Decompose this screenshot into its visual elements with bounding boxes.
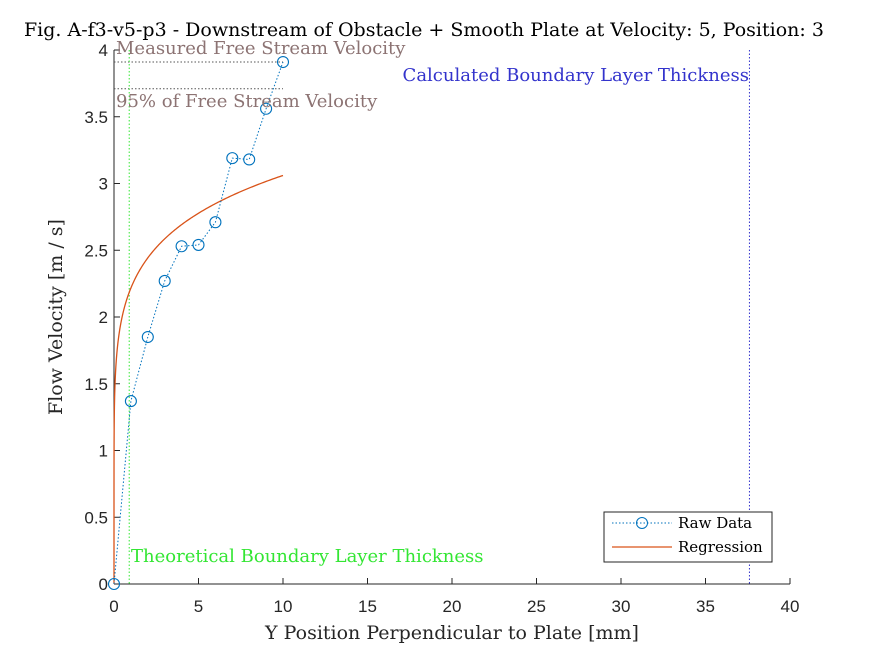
x-tick-label: 0	[109, 597, 118, 616]
x-tick-label: 40	[781, 597, 800, 616]
x-tick-label: 5	[194, 597, 203, 616]
raw-data-point	[107, 577, 121, 591]
regression-line	[113, 174, 284, 584]
legend-raw-marker	[636, 517, 648, 529]
calculated-thickness-label: Calculated Boundary Layer Thickness	[403, 65, 749, 86]
legend: Raw Data Regression	[603, 511, 773, 563]
x-tick-label: 10	[274, 597, 293, 616]
y-tick-label: 1	[99, 442, 108, 461]
raw-data-point	[276, 55, 290, 69]
y-tick-label: 2	[99, 308, 108, 327]
raw-data-point	[243, 153, 256, 166]
y-ticks: 0 0.5 1 1.5 2 2.5 3 3.5 4	[84, 41, 120, 594]
theoretical-thickness-label: Theoretical Boundary Layer Thickness	[131, 546, 484, 567]
raw-data-point	[124, 395, 137, 408]
legend-regression-label: Regression	[678, 538, 763, 556]
x-tick-label: 15	[358, 597, 377, 616]
series-layer	[107, 55, 290, 591]
raw-data-point	[209, 216, 222, 229]
x-ticks: 0 5 10 15 20 25 30 35 40	[109, 578, 799, 616]
y-tick-label: 0.5	[84, 508, 108, 527]
y-tick-label: 3.5	[84, 108, 108, 127]
legend-raw-label: Raw Data	[678, 514, 752, 532]
raw-data-point	[260, 102, 273, 115]
raw-data-point	[192, 238, 205, 251]
y-tick-label: 3	[99, 175, 108, 194]
plot-area: 0 5 10 15 20 25 30 35 40 0 0.5 1 1.5 2 2.5 3 3.5 4 Measu…	[84, 38, 799, 616]
raw-data-point	[158, 274, 171, 288]
raw-data-point	[175, 240, 188, 253]
reference-lines	[114, 50, 750, 584]
raw-data-point	[141, 330, 154, 344]
x-tick-label: 35	[696, 597, 715, 616]
y-tick-label: 1.5	[84, 375, 108, 394]
chart-title: Fig. A-f3-v5-p3 - Downstream of Obstacle…	[24, 19, 824, 41]
raw-data-line	[113, 61, 284, 585]
measured-free-stream-label: Measured Free Stream Velocity	[116, 38, 406, 59]
ninety-five-percent-label: 95% of Free Stream Velocity	[116, 91, 378, 112]
legend-box	[603, 511, 773, 563]
x-tick-label: 30	[612, 597, 631, 616]
y-tick-label: 0	[99, 575, 108, 594]
y-axis-label: Flow Velocity [m / s]	[45, 219, 67, 415]
y-tick-label: 2.5	[84, 241, 108, 260]
annotation-layer: Measured Free Stream Velocity 95% of Free…	[116, 38, 749, 567]
y-tick-label: 4	[99, 41, 108, 60]
x-tick-label: 20	[443, 597, 462, 616]
raw-data-point	[226, 152, 239, 165]
x-tick-label: 25	[527, 597, 546, 616]
x-axis-label: Y Position Perpendicular to Plate [mm]	[264, 622, 639, 644]
